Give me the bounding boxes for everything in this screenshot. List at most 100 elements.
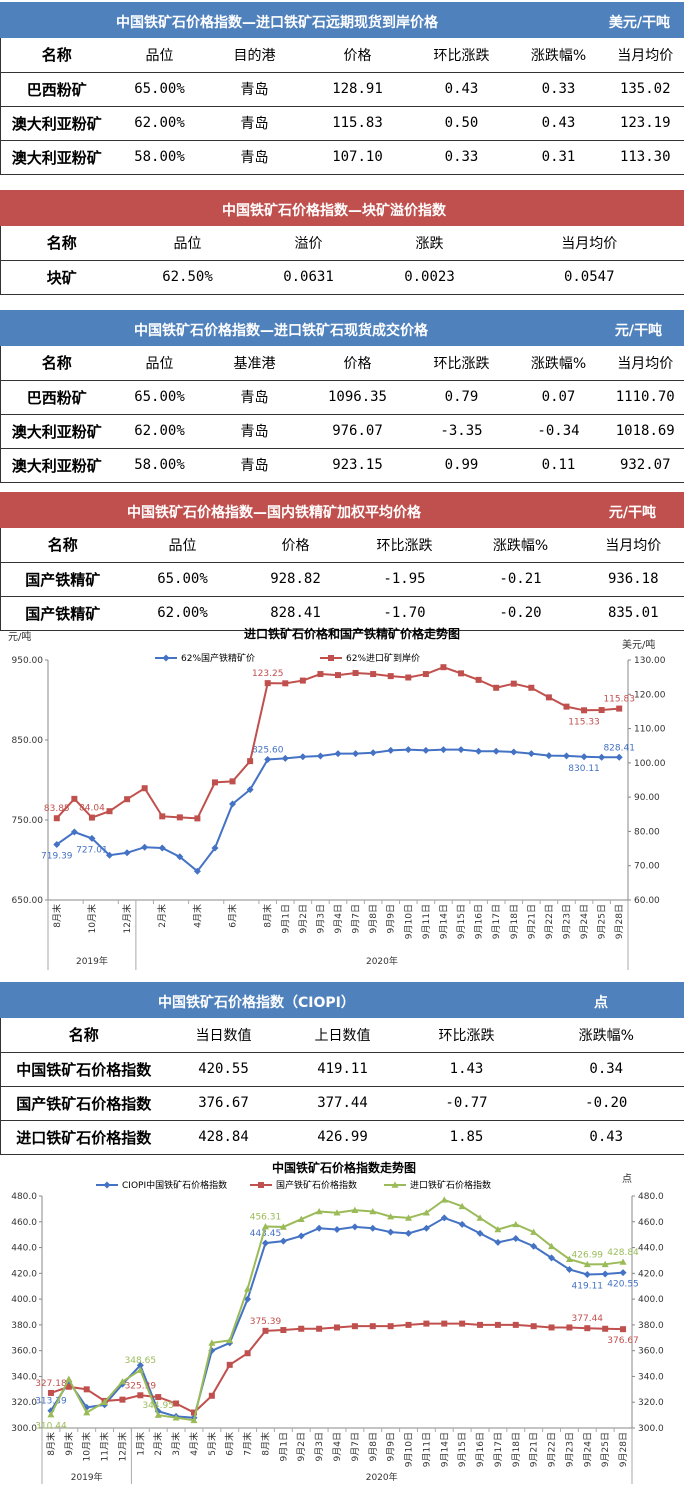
data-point [83, 1386, 90, 1393]
legend-label: 进口铁矿石价格指数 [410, 1179, 491, 1191]
data-point [297, 1215, 305, 1222]
x-tick-label: 9月17日 [493, 1432, 504, 1467]
y-tick-label: 750.00 [12, 816, 44, 826]
table-cell: -0.21 [458, 562, 583, 597]
header-cell: 基准港 [206, 346, 303, 381]
data-point [299, 753, 307, 761]
data-point [328, 655, 334, 661]
y2-axis-label: 点 [622, 1173, 632, 1185]
header-cell: 名称 [0, 1018, 167, 1053]
header-cell: 环比涨跌 [350, 528, 459, 563]
y2-tick-label: 440.0 [638, 1244, 664, 1254]
y2-tick-label: 110.00 [634, 725, 666, 735]
x-tick-label: 9月22日 [544, 904, 555, 939]
x-tick-label: 12月末 [121, 904, 133, 933]
table-cell: 58.00% [134, 149, 185, 165]
data-point [492, 747, 500, 755]
data-label: 830.11 [568, 764, 600, 774]
panel-import-spot-price: 中国铁矿石价格指数—进口铁矿石现货成交价格 元/干吨 名称 品位 基准港 价格 … [0, 310, 684, 483]
data-point [211, 779, 218, 786]
table-row: 澳大利亚粉矿 58.00% 青岛 923.15 0.99 0.11 932.07 [1, 448, 684, 482]
data-point [458, 670, 465, 677]
table-cell: 澳大利亚粉矿 [11, 456, 102, 475]
panel-unit: 元/干吨 [608, 505, 656, 521]
x-tick-label: 9月23日 [564, 1432, 575, 1467]
x-tick-label: 8月末 [45, 1432, 57, 1456]
x-tick-label: 9月11日 [421, 1432, 432, 1467]
data-point [137, 1392, 144, 1399]
data-point [387, 1228, 395, 1236]
data-point [405, 1321, 412, 1328]
y2-tick-label: 120.00 [634, 690, 666, 700]
data-label: 348.65 [125, 1356, 157, 1366]
data-point [244, 1295, 252, 1303]
table-cell: 419.11 [280, 1052, 405, 1087]
table-cell: -0.20 [528, 1086, 684, 1121]
y-tick-label: 320.0 [11, 1398, 37, 1408]
data-label: 420.55 [607, 1280, 639, 1290]
data-label: 377.44 [572, 1314, 604, 1324]
table-row: 巴西粉矿 65.00% 青岛 128.91 0.43 0.33 135.02 [0, 72, 684, 107]
y-tick-label: 460.0 [11, 1218, 37, 1228]
table-cell: 国产铁矿石价格指数 [0, 1086, 167, 1121]
data-point [598, 707, 605, 714]
table-cell: 428.84 [198, 1129, 249, 1145]
table-cell: 0.33 [510, 72, 607, 107]
x-tick-label: 8月末 [51, 904, 63, 928]
x-tick-label: 9月2日 [296, 1432, 307, 1461]
data-point [258, 1182, 264, 1188]
data-point [566, 1324, 573, 1331]
data-point [405, 674, 412, 681]
table-cell: 国产铁精矿 [0, 562, 125, 597]
data-point [282, 680, 289, 687]
table-row: 国产铁矿石价格指数 376.67 377.44 -0.77 -0.20 [0, 1086, 684, 1121]
panel-lump-premium: 中国铁矿石价格指数—块矿溢价指数 名称 品位 溢价 涨跌 当月均价 块矿 62.… [0, 190, 684, 295]
data-point [477, 1321, 484, 1328]
data-point [493, 684, 500, 691]
data-point [352, 750, 360, 758]
table-cell: 0.0023 [404, 269, 455, 285]
data-label: 428.84 [607, 1248, 639, 1258]
header-cell: 环比涨跌 [412, 38, 511, 73]
data-label: 375.39 [250, 1317, 282, 1327]
data-point [136, 1366, 144, 1373]
data-point [53, 815, 60, 822]
data-point [458, 1220, 466, 1228]
data-point [351, 1206, 359, 1213]
data-point [334, 750, 342, 758]
data-point [476, 1214, 484, 1221]
x-tick-label: 10月末 [86, 904, 98, 933]
data-point [619, 1269, 627, 1277]
x-tick-label: 9月18日 [509, 904, 520, 939]
x-tick-label: 9月28日 [614, 904, 625, 939]
x-tick-label: 9月18日 [511, 1432, 522, 1467]
data-point [494, 1321, 501, 1328]
data-point [458, 1202, 466, 1210]
year-group-label: 2020年 [366, 955, 398, 967]
data-point [422, 671, 429, 678]
data-point [583, 1260, 591, 1268]
data-point [155, 1394, 162, 1401]
x-tick-label: 9月8日 [368, 1432, 379, 1461]
x-tick-label: 9月15日 [456, 904, 467, 939]
x-tick-label: 9月25日 [600, 1432, 611, 1467]
data-point [281, 754, 289, 762]
data-point [619, 1258, 627, 1265]
y-tick-label: 650.00 [12, 896, 44, 906]
data-point [352, 670, 359, 677]
table-cell: 420.55 [166, 1052, 281, 1087]
data-point [65, 1383, 72, 1390]
table-row: 澳大利亚粉矿 58.00% 青岛 107.10 0.33 0.31 113.30 [1, 140, 684, 174]
data-point [528, 684, 535, 691]
data-point [512, 1220, 520, 1228]
data-point [211, 844, 219, 852]
y2-tick-label: 380.0 [638, 1321, 664, 1331]
header-cell: 当月均价 [494, 226, 684, 261]
table-header-row: 名称 品位 溢价 涨跌 当月均价 [0, 226, 684, 261]
chart-title: 中国铁矿石价格指数走势图 [272, 1160, 416, 1175]
data-point [123, 849, 131, 857]
table-cell: 65.00% [124, 562, 241, 597]
concentrate-table: 名称 品位 价格 环比涨跌 涨跌幅% 当月均价 国产铁精矿 65.00% 928… [0, 528, 684, 631]
table-cell: 1.85 [449, 1129, 484, 1145]
data-point [261, 1239, 269, 1247]
